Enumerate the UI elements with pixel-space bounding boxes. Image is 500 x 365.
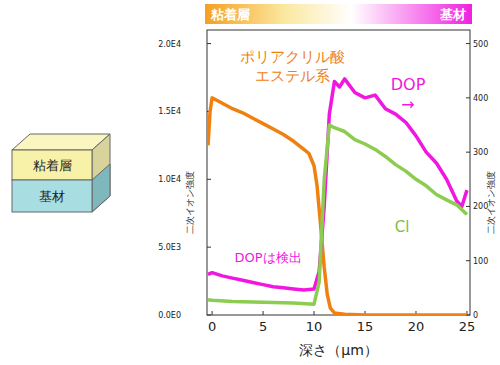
annotation-line: → (401, 95, 414, 114)
y-tick-label: 5.0E3 (158, 243, 181, 252)
y2-tick (466, 97, 470, 98)
y2-tick-label: 100 (473, 257, 488, 266)
diagram-label: 基材 (39, 189, 65, 204)
y-axis-title: 二次イオン強度 (185, 171, 195, 234)
y2-tick (466, 260, 470, 261)
y2-axis-title: 二次イオン強度 (486, 171, 496, 234)
x-tick-label: 15 (357, 319, 374, 334)
series-line (208, 125, 467, 304)
plot-frame (207, 30, 470, 315)
annotation: DOPは検出 (234, 250, 301, 265)
y2-tick (466, 152, 470, 153)
y-tick (207, 315, 211, 316)
x-tick-label: 10 (306, 319, 323, 334)
y2-tick-label: 0 (473, 311, 478, 320)
y2-tick-label: 400 (473, 94, 488, 103)
layer-band (205, 4, 472, 24)
annotation: Cl (395, 218, 410, 236)
annotation-line: ポリアクリル酸 (240, 48, 345, 66)
x-tick (212, 311, 213, 315)
y-tick-label: 0.0E0 (158, 311, 181, 320)
annotation-line: DOPは検出 (234, 250, 301, 265)
x-tick (263, 311, 264, 315)
layer-diagram: 粘着層基材 (12, 134, 110, 212)
x-axis-title: 深さ（μm） (299, 342, 378, 358)
y-tick (207, 179, 211, 180)
x-tick-label: 20 (408, 319, 425, 334)
x-tick (314, 311, 315, 315)
series-group (208, 79, 467, 315)
annotation-line: エステル系 (255, 67, 330, 85)
y-tick-label: 2.0E4 (158, 40, 181, 49)
y2-tick-label: 500 (473, 40, 488, 49)
annotation: ポリアクリル酸エステル系 (240, 48, 345, 85)
x-tick-label: 5 (259, 319, 267, 334)
y2-tick-label: 300 (473, 148, 488, 157)
box-side (92, 164, 110, 212)
x-tick-label: 0 (208, 319, 216, 334)
box-substrate (12, 180, 92, 212)
y-tick (207, 247, 211, 248)
annotation-line: DOP (391, 75, 426, 94)
y-tick-label: 1.0E4 (158, 175, 181, 184)
diagram-label: 粘着層 (33, 158, 72, 173)
y2-tick (466, 43, 470, 44)
series-line (208, 79, 467, 290)
x-tick-label: 25 (459, 319, 476, 334)
band-label: 粘着層 (210, 7, 250, 22)
annotation: DOP→ (391, 75, 426, 114)
box-adhesive (12, 150, 92, 180)
y-tick (207, 43, 211, 44)
y-tick-label: 1.5E4 (158, 107, 181, 116)
y2-tick (466, 206, 470, 207)
band-label: 基材 (439, 7, 466, 22)
annotation-line: Cl (395, 218, 410, 236)
box-side (92, 134, 110, 212)
